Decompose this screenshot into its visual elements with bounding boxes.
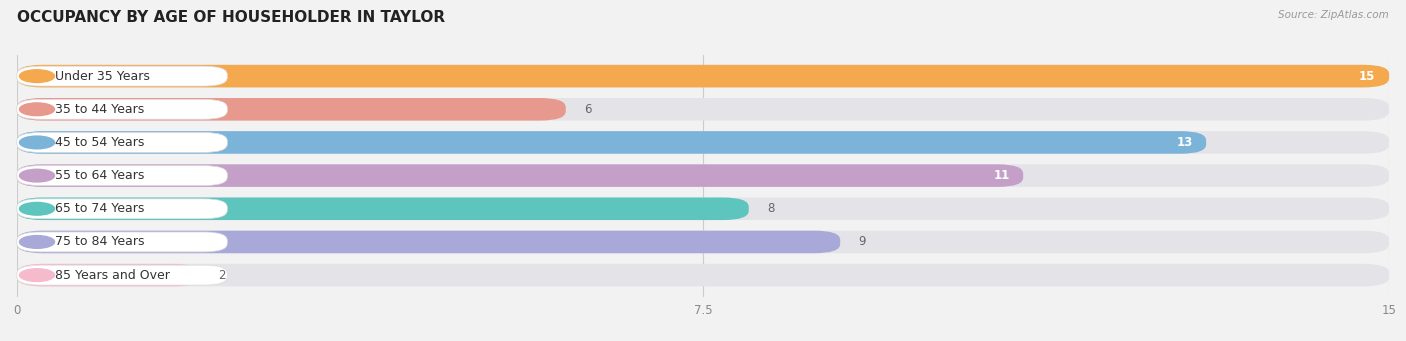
FancyBboxPatch shape — [17, 264, 1389, 286]
FancyBboxPatch shape — [17, 99, 228, 119]
FancyBboxPatch shape — [17, 264, 200, 286]
FancyBboxPatch shape — [17, 231, 841, 253]
Circle shape — [20, 103, 55, 116]
FancyBboxPatch shape — [17, 98, 565, 121]
Text: 8: 8 — [768, 202, 775, 215]
Text: 9: 9 — [859, 235, 866, 249]
FancyBboxPatch shape — [17, 65, 1389, 87]
FancyBboxPatch shape — [17, 65, 1389, 87]
FancyBboxPatch shape — [17, 197, 1389, 220]
Circle shape — [20, 203, 55, 215]
FancyBboxPatch shape — [17, 232, 228, 252]
Circle shape — [20, 236, 55, 248]
Text: 45 to 54 Years: 45 to 54 Years — [55, 136, 145, 149]
FancyBboxPatch shape — [17, 231, 1389, 253]
Text: 11: 11 — [993, 169, 1010, 182]
Text: OCCUPANCY BY AGE OF HOUSEHOLDER IN TAYLOR: OCCUPANCY BY AGE OF HOUSEHOLDER IN TAYLO… — [17, 10, 444, 25]
FancyBboxPatch shape — [17, 131, 1389, 154]
Text: 75 to 84 Years: 75 to 84 Years — [55, 235, 145, 249]
Circle shape — [20, 136, 55, 149]
Text: 15: 15 — [1360, 70, 1375, 83]
FancyBboxPatch shape — [17, 164, 1024, 187]
Circle shape — [20, 269, 55, 281]
Circle shape — [20, 70, 55, 83]
FancyBboxPatch shape — [17, 133, 228, 152]
FancyBboxPatch shape — [17, 265, 228, 285]
Text: 13: 13 — [1177, 136, 1192, 149]
Text: Source: ZipAtlas.com: Source: ZipAtlas.com — [1278, 10, 1389, 20]
FancyBboxPatch shape — [17, 66, 228, 86]
Text: 6: 6 — [583, 103, 592, 116]
Circle shape — [20, 169, 55, 182]
Text: Under 35 Years: Under 35 Years — [55, 70, 150, 83]
Text: 55 to 64 Years: 55 to 64 Years — [55, 169, 145, 182]
Text: 85 Years and Over: 85 Years and Over — [55, 269, 170, 282]
Text: 65 to 74 Years: 65 to 74 Years — [55, 202, 145, 215]
Text: 2: 2 — [218, 269, 225, 282]
FancyBboxPatch shape — [17, 197, 749, 220]
FancyBboxPatch shape — [17, 166, 228, 186]
FancyBboxPatch shape — [17, 199, 228, 219]
Text: 35 to 44 Years: 35 to 44 Years — [55, 103, 145, 116]
FancyBboxPatch shape — [17, 98, 1389, 121]
FancyBboxPatch shape — [17, 131, 1206, 154]
FancyBboxPatch shape — [17, 164, 1389, 187]
